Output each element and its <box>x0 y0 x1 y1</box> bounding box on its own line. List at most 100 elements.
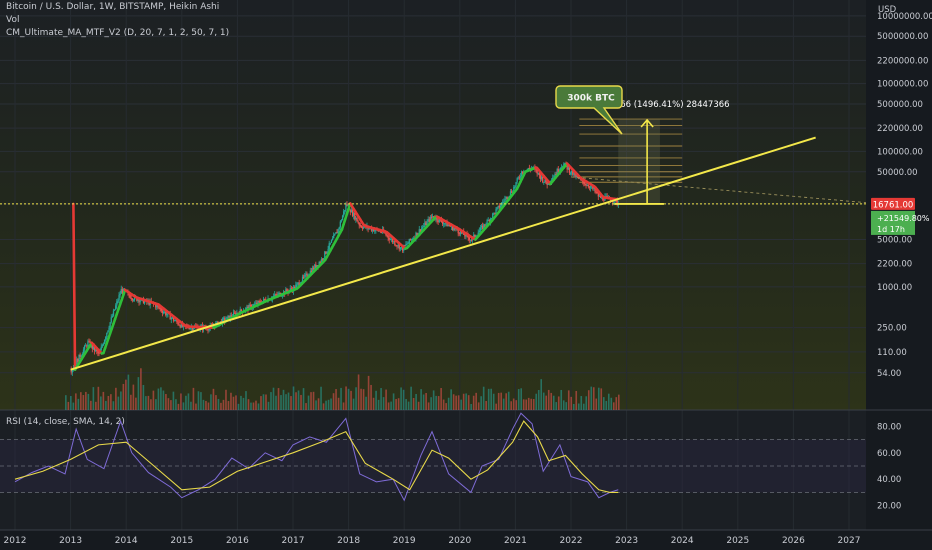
candle-body <box>452 225 454 231</box>
volume-bar <box>205 400 207 410</box>
volume-bar <box>65 395 67 410</box>
volume-bar <box>302 388 305 410</box>
candle-body <box>485 224 487 226</box>
candle-body <box>131 298 134 301</box>
candle-body <box>221 318 224 325</box>
volume-bar <box>617 394 620 410</box>
volume-bar <box>425 393 427 410</box>
volume-bar <box>395 399 397 410</box>
volume-bar <box>212 388 215 410</box>
measure-box[interactable] <box>618 119 660 204</box>
volume-bar <box>180 393 182 410</box>
candle-body <box>158 306 160 308</box>
volume-bar <box>140 368 142 410</box>
volume-bar <box>527 397 530 410</box>
candle-body <box>475 236 477 238</box>
volume-bar <box>217 398 220 410</box>
volume-bar <box>160 387 162 410</box>
candle-body <box>179 325 181 328</box>
candle-body <box>588 186 591 188</box>
trendline[interactable] <box>70 136 816 371</box>
candle-body <box>494 212 496 214</box>
candle-body <box>118 295 120 301</box>
candle-body <box>443 223 445 225</box>
candle-body <box>464 234 466 237</box>
candle-body <box>335 232 337 234</box>
candle-body <box>522 171 524 174</box>
candle-body <box>510 191 513 193</box>
volume-bar <box>202 399 205 410</box>
x-tick-label-12: 2024 <box>671 536 694 546</box>
volume-bar <box>355 387 357 410</box>
current-price-tag[interactable] <box>871 197 915 210</box>
volume-bar <box>415 393 417 410</box>
volume-bar <box>385 389 387 410</box>
candle-body <box>497 205 499 208</box>
price-pane <box>0 0 866 410</box>
callout-bubble[interactable] <box>555 85 623 135</box>
volume-bar <box>367 375 370 410</box>
candle-body <box>315 264 317 268</box>
candle-body <box>504 198 506 202</box>
volume-bar <box>475 392 477 410</box>
indicator-label[interactable]: CM_Ultimate_MA_MTF_V2 (D, 20, 7, 1, 2, 5… <box>6 28 230 38</box>
volume-bar <box>545 395 548 410</box>
volume-bar <box>560 389 563 410</box>
volume-bar <box>362 389 365 410</box>
candle-body <box>248 304 250 310</box>
candle-body <box>396 245 398 247</box>
candle-body <box>586 185 588 187</box>
y-tick-label-9: 5000.00 <box>877 236 912 246</box>
volume-bar <box>167 398 170 410</box>
volume-bar <box>322 403 325 410</box>
candle-body <box>571 170 573 173</box>
volume-bar <box>460 399 462 410</box>
volume-bar <box>485 400 487 410</box>
candle-body <box>298 282 300 286</box>
volume-bar <box>197 391 200 410</box>
volume-bar <box>515 400 517 410</box>
y-tick-label-6: 100000.00 <box>877 147 923 157</box>
volume-bar <box>130 394 132 410</box>
candle-body <box>515 182 517 187</box>
candle-body <box>70 369 72 373</box>
candle-body <box>78 354 80 362</box>
candle-body <box>160 308 162 311</box>
candle-body <box>490 218 493 220</box>
candle-body <box>83 345 86 350</box>
volume-bar <box>152 390 155 410</box>
volume-label[interactable]: Vol <box>6 15 20 25</box>
candle-body <box>87 341 89 347</box>
volume-bar <box>327 399 330 410</box>
candle-body <box>487 219 489 221</box>
volume-bar <box>595 398 598 410</box>
candle-body <box>459 231 462 235</box>
volume-bar <box>405 399 407 410</box>
volume-bar <box>550 392 553 410</box>
candle-body <box>426 221 428 226</box>
candle-body <box>353 212 355 216</box>
volume-bar <box>345 386 347 410</box>
change-label: +21549.80% <box>877 214 930 223</box>
candle-body <box>290 288 293 290</box>
candle-body <box>517 177 519 179</box>
candle-body <box>166 314 168 316</box>
candle-body <box>333 235 335 239</box>
volume-bar <box>547 389 550 410</box>
y-tick-label-12: 250.00 <box>877 324 907 334</box>
volume-bar <box>142 385 145 410</box>
candle-body <box>129 295 131 299</box>
candle-body <box>542 176 544 183</box>
candle-body <box>483 224 485 229</box>
candle-body <box>427 219 429 222</box>
candle-body <box>171 317 174 319</box>
volume-bar <box>95 401 97 410</box>
volume-bar <box>472 395 475 410</box>
volume-bar <box>177 403 180 410</box>
volume-bar <box>312 391 315 410</box>
volume-bar <box>272 387 275 410</box>
rsi-tick-label-1: 60.00 <box>877 449 901 459</box>
rsi-title[interactable]: RSI (14, close, SMA, 14, 2) <box>6 417 125 427</box>
candle-body <box>420 228 423 232</box>
